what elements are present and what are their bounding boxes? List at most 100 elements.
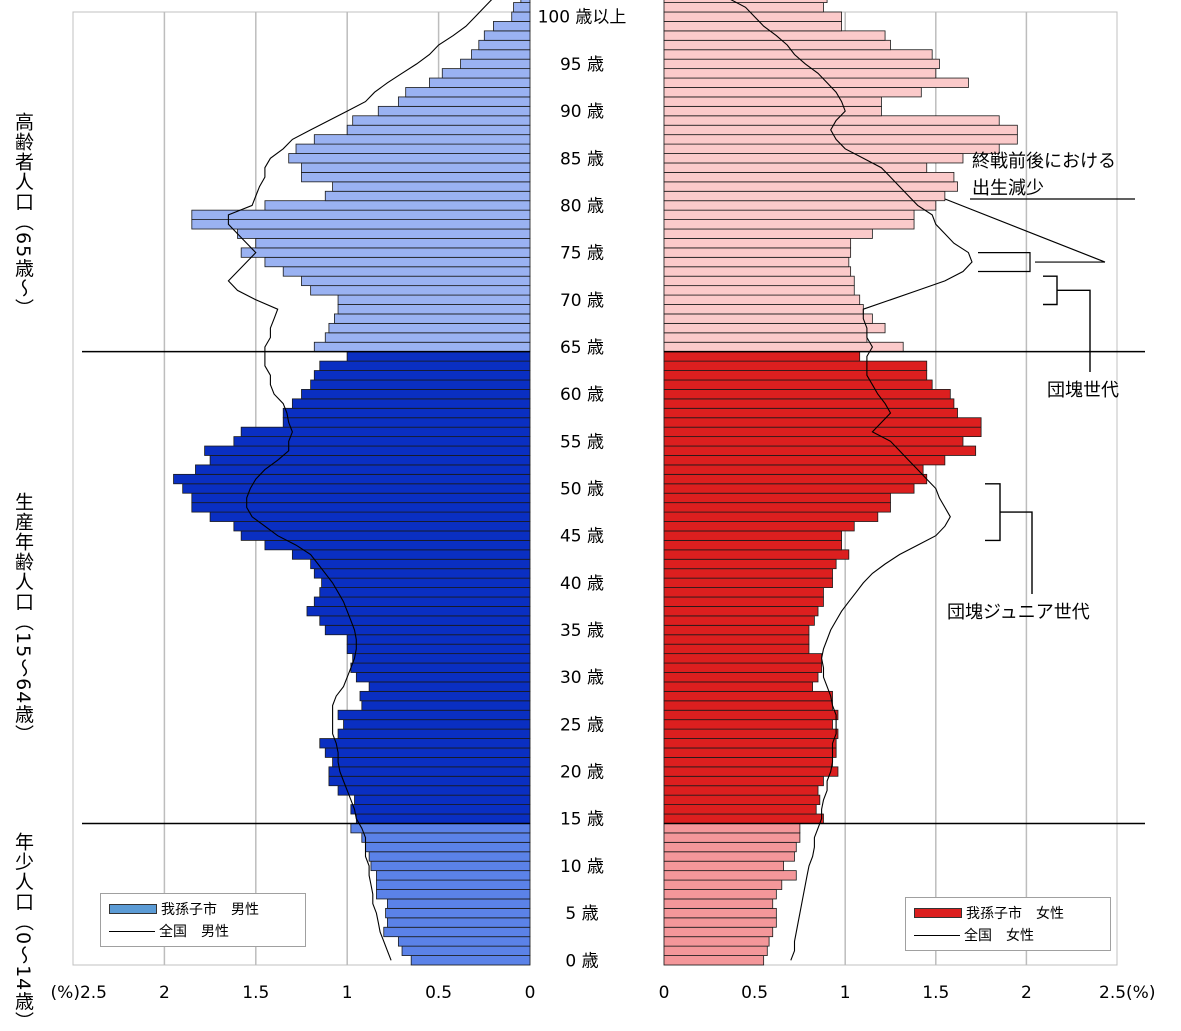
female-bar-age-97	[663, 39, 891, 51]
female-bar-age-50	[663, 483, 915, 494]
female-bar-age-63	[663, 360, 928, 371]
male-bar-age-5	[385, 907, 531, 919]
female-bar-age-82	[663, 181, 958, 192]
female-bar-age-22	[663, 747, 837, 758]
female-bar-age-16	[663, 804, 817, 815]
female-bar-age-6	[663, 898, 774, 909]
national-male-line	[227, 0, 493, 961]
male-bar-age-93	[429, 77, 531, 88]
male-bar-age-51	[173, 473, 531, 485]
female-bar-age-99	[663, 21, 842, 32]
female-bar-age-32	[663, 653, 823, 664]
male-bar-age-69	[337, 304, 531, 315]
female-bar-age-12	[663, 841, 797, 853]
age-label: 70 歳	[560, 291, 604, 311]
male-bar-age-95	[460, 58, 531, 70]
male-bar-age-42	[310, 558, 531, 570]
postwar-birth-decline-note: 終戦前後における 出生減少	[972, 151, 1116, 199]
age-label: 55 歳	[560, 432, 604, 452]
male-bar-age-81	[324, 190, 531, 202]
female-bar-age-51	[663, 473, 928, 485]
female-bar-age-10	[663, 860, 784, 872]
male-bar-age-undefined	[520, 0, 531, 3]
female-bar-age-18	[663, 785, 819, 796]
female-bar-age-5	[663, 907, 777, 919]
dankai-generation-note: 団塊世代	[1047, 380, 1119, 401]
female-bar-age-42	[663, 558, 837, 570]
male-x-tick-label: 2	[159, 983, 170, 1003]
female-bar-age-25	[663, 719, 833, 730]
pyramid-chart: 100 歳以上 95 歳 90 歳 85 歳 80 歳 75 歳 70 歳 65 歳 60 歳 5…	[51, 0, 1155, 1003]
female-bar-age-56	[663, 426, 982, 438]
postwar-pointer-line-a	[944, 198, 1106, 263]
female-bar-age-98	[663, 30, 886, 41]
female-bar-age-66	[663, 332, 868, 343]
age-label: 60 歳	[560, 385, 604, 405]
male-legend-swatch	[109, 904, 157, 914]
male-bar-age-48	[191, 502, 531, 513]
female-bar-age-34	[663, 634, 810, 645]
male-bar-age-63	[319, 360, 531, 371]
age-label: 50 歳	[560, 480, 604, 500]
male-bar-age-10	[370, 860, 531, 872]
male-bar-age-22	[324, 747, 531, 758]
female-x-tick-label: 0.5	[741, 983, 768, 1003]
male-bar-age-72	[301, 275, 531, 287]
female-bar-age-49	[663, 492, 891, 504]
male-bar-age-89	[352, 115, 531, 126]
female-legend-line-swatch	[914, 934, 960, 936]
male-bar-age-41	[313, 568, 531, 579]
female-bar-age-77	[663, 228, 873, 239]
male-x-tick-label: 1	[342, 983, 353, 1003]
female-bar-age-2	[663, 936, 770, 947]
male-bar-age-29	[368, 681, 531, 692]
female-bar-age-undefined	[663, 2, 824, 13]
female-bar-age-65	[663, 341, 904, 353]
male-bar-age-80	[264, 200, 531, 211]
female-bar-age-20	[663, 766, 839, 777]
male-bar-age-61	[310, 379, 531, 390]
female-bar-age-87	[663, 134, 1018, 145]
male-bar-age-84	[301, 162, 531, 173]
male-bar-age-35	[324, 624, 531, 636]
dankai-junior-bracket	[985, 483, 1001, 542]
female-bar-age-62	[663, 370, 928, 381]
female-bar-age-30	[663, 672, 819, 683]
female-bar-age-33	[663, 643, 810, 655]
age-label: 85 歳	[560, 149, 604, 169]
female-bar-age-45	[663, 530, 842, 541]
male-bar-age-79	[191, 209, 531, 220]
population-pyramid-figure: 100 歳以上 95 歳 90 歳 85 歳 80 歳 75 歳 70 歳 65 歳 60 歳 5…	[12, 0, 1155, 1031]
male-x-tick-label: 0.5	[425, 983, 452, 1003]
male-bar-age-94	[441, 68, 531, 79]
male-bar-age-88	[346, 124, 531, 136]
female-legend-bar-entry: 我孫子市 女性	[914, 902, 1102, 924]
male-bar-age-57	[282, 417, 531, 428]
male-bar-age-64	[346, 351, 531, 362]
male-bar-age-47	[209, 511, 531, 522]
female-bar-age-59	[663, 398, 955, 409]
female-bar-age-0	[663, 955, 765, 966]
female-bar-age-14	[663, 823, 801, 834]
male-bar-age-87	[313, 134, 531, 145]
female-bar-age-89	[663, 115, 1000, 126]
male-bar-age-71	[310, 285, 531, 296]
female-bar-age-13	[663, 832, 801, 843]
male-bar-age-40	[321, 577, 531, 588]
female-x-tick-label: 1	[840, 983, 851, 1003]
male-bar-age-68	[334, 313, 531, 324]
male-bar-age-37	[306, 606, 531, 617]
male-bar-age-100+	[511, 11, 531, 22]
female-bar-age-15	[663, 813, 824, 824]
female-bar-age-90	[663, 105, 882, 117]
male-bar-age-99	[493, 21, 531, 32]
female-x-tick-label: 2	[1021, 983, 1032, 1003]
male-bar-age-20	[328, 766, 531, 777]
male-legend-bar-label: 我孫子市 男性	[161, 902, 259, 918]
male-legend-bar-entry: 我孫子市 男性	[109, 898, 297, 920]
male-bar-age-32	[352, 653, 531, 664]
male-bar-age-78	[191, 219, 531, 230]
age-label: 0 歳	[565, 951, 598, 971]
female-bar-age-26	[663, 709, 839, 721]
female-bar-age-4	[663, 917, 777, 928]
